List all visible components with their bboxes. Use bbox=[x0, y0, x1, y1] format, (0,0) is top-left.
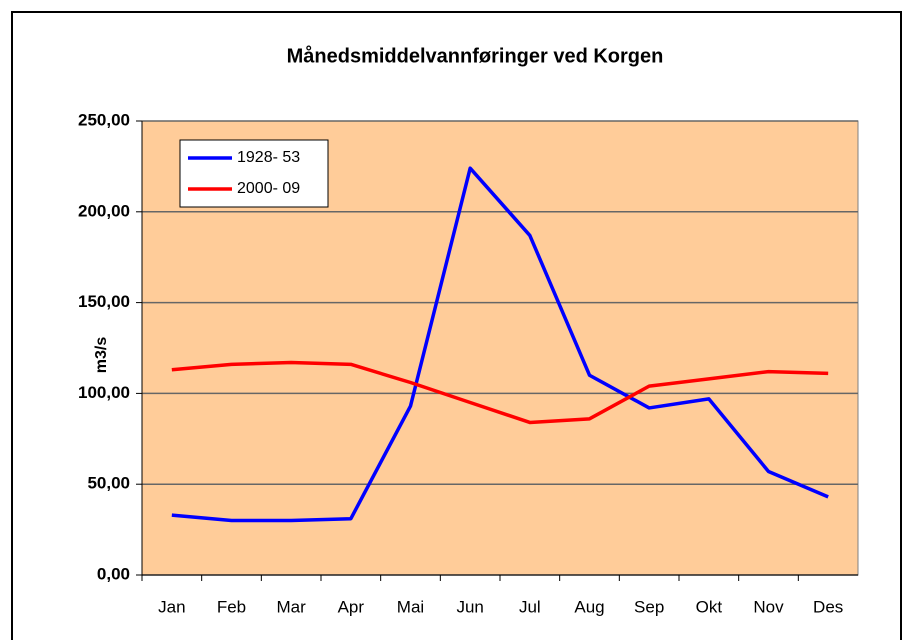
x-tick-label: Des bbox=[813, 597, 843, 616]
y-tick-label: 150,00 bbox=[78, 292, 130, 311]
y-tick-label: 200,00 bbox=[78, 201, 130, 220]
x-tick-label: Feb bbox=[217, 597, 246, 616]
x-tick-label: Aug bbox=[574, 597, 604, 616]
x-tick-label: Apr bbox=[338, 597, 365, 616]
x-tick-label: Jan bbox=[158, 597, 185, 616]
y-axis-label: m3/s bbox=[93, 337, 110, 374]
x-tick-label: Sep bbox=[634, 597, 664, 616]
x-tick-label: Jun bbox=[456, 597, 483, 616]
series-line bbox=[171, 360, 829, 425]
legend-label: 1928- 53 bbox=[237, 149, 300, 166]
legend: 1928- 53 2000- 09 bbox=[179, 139, 329, 208]
y-tick-label: 250,00 bbox=[78, 110, 130, 129]
legend-box bbox=[179, 139, 329, 208]
chart-title: Månedsmiddelvannføringer ved Korgen bbox=[287, 44, 664, 67]
x-tick-label: Jul bbox=[519, 597, 541, 616]
y-tick-label: 100,00 bbox=[78, 383, 130, 402]
x-tick-label: Mai bbox=[397, 597, 424, 616]
x-tick-label: Nov bbox=[753, 597, 784, 616]
y-tick-label: 50,00 bbox=[87, 474, 130, 493]
legend-label: 2000- 09 bbox=[237, 180, 300, 197]
x-tick-label: Mar bbox=[277, 597, 307, 616]
y-tick-label: 0,00 bbox=[97, 564, 130, 583]
x-tick-label: Okt bbox=[696, 597, 723, 616]
series-line bbox=[171, 166, 829, 523]
